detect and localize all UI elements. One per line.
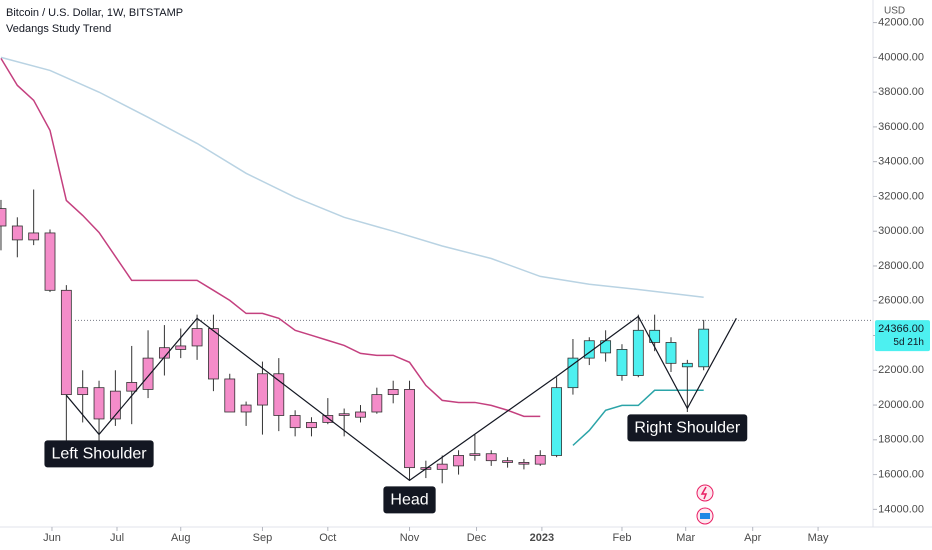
candle-body [404, 389, 415, 469]
x-tick-label: Aug [171, 532, 191, 544]
y-tick-label: 30000.00 [878, 225, 924, 237]
y-tick-label: 28000.00 [878, 260, 924, 272]
candle-body [681, 362, 693, 368]
candle-body [502, 460, 513, 463]
annotation-box [44, 440, 154, 468]
x-tick-label: Nov [400, 532, 420, 544]
annotation-label: Left Shoulder [51, 446, 147, 463]
annotation-box [627, 414, 748, 442]
annotation-box [383, 486, 436, 514]
axes: 14000.00 16000.00 18000.00 20000.00 22000.00… [43, 17, 930, 544]
icon-glyph [700, 513, 710, 519]
candle-body [273, 373, 285, 416]
y-tick-label: 42000.00 [878, 17, 924, 29]
candle-body [44, 232, 56, 291]
y-tick-label: 20000.00 [878, 399, 924, 411]
y-tick-label: 34000.00 [878, 156, 924, 168]
candle-body [436, 463, 448, 470]
indicator-name: Vedangs Study Trend [6, 23, 111, 35]
candle-body [485, 453, 497, 462]
candle-body [387, 389, 399, 396]
indicator-line [572, 389, 704, 446]
x-tick-label: Jun [43, 532, 61, 544]
candle-body [322, 415, 334, 423]
annotation: Right Shoulder [627, 414, 748, 442]
y-tick-label: 36000.00 [878, 121, 924, 133]
candle-body [208, 328, 219, 380]
candle-body [142, 357, 154, 390]
candle-body [240, 404, 252, 413]
y-tick-label: 26000.00 [878, 295, 924, 307]
plot-area: Left Shoulder Head Right Shoulder [0, 56, 872, 514]
candle-body [698, 328, 710, 368]
icon-glyph [700, 486, 708, 500]
x-tick-label: Mar [676, 532, 695, 544]
candle-body [109, 390, 121, 420]
candle-body [338, 413, 350, 416]
x-tick-label: 2023 [530, 532, 554, 544]
candle-body [11, 225, 23, 241]
price-label-box [875, 320, 930, 352]
x-tick-label: Apr [744, 532, 761, 544]
candle-body [518, 462, 530, 465]
x-tick-label: Oct [319, 532, 336, 544]
indicator-line [0, 56, 704, 299]
candle-body [158, 347, 170, 359]
axis-unit: USD [884, 6, 905, 17]
candle-body [0, 208, 7, 227]
pattern-line [65, 315, 737, 482]
candle-body [355, 411, 366, 418]
y-tick-label: 38000.00 [878, 86, 924, 98]
y-tick-label: 16000.00 [878, 468, 924, 480]
candle-body [175, 345, 187, 350]
candle-body [306, 422, 317, 429]
icon[interactable] [696, 484, 714, 502]
candle-body [616, 349, 628, 376]
candle-body [665, 342, 677, 364]
countdown: 5d 21h [893, 337, 924, 348]
x-tick-label: Feb [612, 532, 631, 544]
chart-title: Bitcoin / U.S. Dollar, 1W, BITSTAMP [6, 7, 183, 19]
candle-body [371, 394, 383, 413]
x-tick-label: Dec [467, 532, 487, 544]
y-tick-label: 14000.00 [878, 503, 924, 515]
price-label: 24366.00 [878, 323, 924, 335]
annotation: Left Shoulder [44, 440, 154, 468]
y-tick-label: 40000.00 [878, 51, 924, 63]
icon[interactable] [696, 507, 714, 525]
candle-body [453, 455, 464, 467]
indicator-line [0, 58, 541, 418]
candle-body [649, 329, 661, 343]
candle-body [257, 373, 268, 406]
annotation: Head [383, 486, 436, 514]
x-tick-label: Sep [253, 532, 273, 544]
candle-body [28, 232, 40, 241]
candle-body [77, 387, 89, 396]
x-tick-label: Jul [110, 532, 124, 544]
annotation-label: Right Shoulder [634, 420, 741, 437]
candle-body [224, 378, 236, 413]
y-tick-label: 22000.00 [878, 364, 924, 376]
icon-circle[interactable] [696, 484, 714, 502]
x-tick-label: May [808, 532, 829, 544]
candle-body [93, 387, 105, 420]
candle-body [60, 289, 72, 396]
candle-body [567, 357, 579, 389]
candle-body [551, 387, 563, 456]
candle-body [126, 382, 138, 392]
candle-body [632, 329, 644, 376]
candle-body [534, 455, 546, 465]
candle-body [469, 453, 481, 456]
candle-body [289, 415, 301, 429]
annotation-label: Head [390, 492, 428, 509]
y-tick-label: 32000.00 [878, 190, 924, 202]
y-tick-label: 18000.00 [878, 434, 924, 446]
candle-body [191, 328, 203, 347]
